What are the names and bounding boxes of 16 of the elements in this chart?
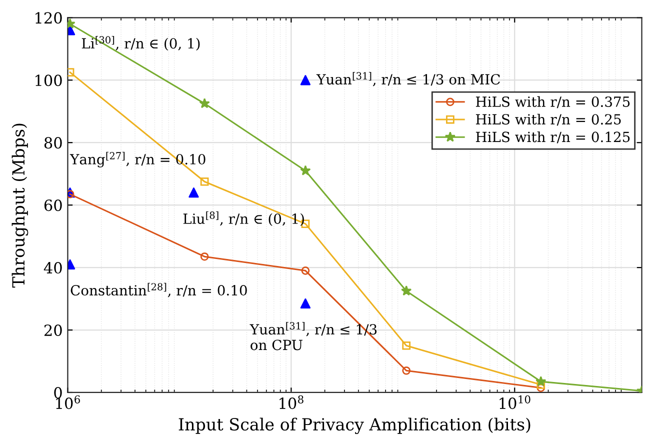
x-tick-label: 10$^{8}$	[280, 395, 304, 410]
annotation: Constantin$^{[28]}$, r/n = 0.10	[70, 282, 247, 298]
y-tick-label: 60	[44, 200, 62, 212]
x-tick-label: 10$^{10}$	[500, 395, 530, 410]
y-tick-label: 120	[36, 12, 62, 24]
legend-label: HiLS with r/n = 0.375	[476, 96, 630, 108]
legend-label: HiLS with r/n = 0.25	[476, 114, 621, 126]
y-tick-label: 100	[36, 74, 62, 86]
y-tick-label: 80	[44, 137, 62, 149]
y-tick-label: 0	[54, 386, 62, 399]
annotation: Yuan$^{[31]}$, r/n ≤ 1/3 on MIC	[316, 72, 500, 86]
legend-label: HiLS with r/n = 0.125	[476, 131, 630, 144]
x-axis-title: Input Scale of Privacy Amplification (bits)	[178, 418, 530, 434]
y-axis-title: Throughput (Mbps)	[12, 124, 28, 288]
y-tick-label: 40	[44, 262, 62, 274]
y-tick-label: 20	[44, 324, 62, 336]
